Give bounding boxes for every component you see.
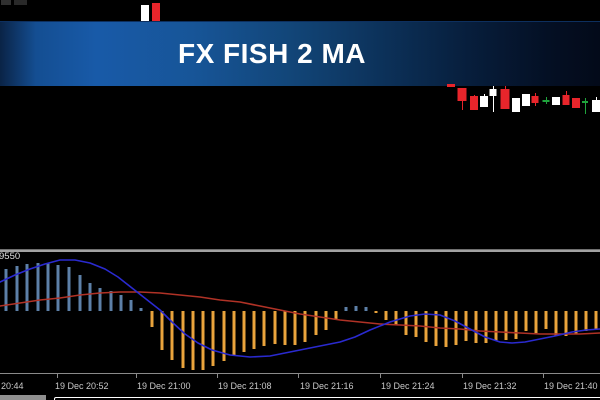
time-tick [298, 374, 299, 378]
time-label: 19 Dec 20:52 [55, 381, 109, 391]
indicator-scale-label: 9550 [0, 251, 21, 262]
time-tick [57, 374, 58, 378]
time-label: 19 Dec 21:24 [381, 381, 435, 391]
time-axis: 20:44 19 Dec 20:52 19 Dec 21:00 19 Dec 21:0… [0, 373, 600, 393]
candle-down [152, 3, 160, 21]
time-tick [380, 374, 381, 378]
candle-up [592, 100, 600, 112]
time-label: 19 Dec 21:40 [544, 381, 598, 391]
time-tick [462, 374, 463, 378]
candle-down [572, 98, 580, 108]
candle-down [457, 88, 467, 101]
candle-up [141, 5, 149, 21]
candle-up [522, 94, 530, 106]
candle-down [531, 96, 539, 103]
time-tick [136, 374, 137, 378]
candle-down [447, 84, 455, 87]
candle-up [552, 97, 560, 105]
candle-down [470, 96, 478, 110]
fast-ma-line [0, 259, 600, 358]
time-label: 19 Dec 21:16 [300, 381, 354, 391]
time-label: 20:44 [1, 381, 24, 391]
slow-ma-line [0, 291, 600, 335]
banner-title: FX FISH 2 MA [177, 38, 366, 69]
candle-up [480, 96, 488, 107]
candle-up [512, 98, 520, 112]
candle-doji [542, 100, 550, 102]
time-tick [543, 374, 544, 378]
time-axis-line [0, 373, 600, 374]
candle-down [562, 95, 570, 105]
indicator-window-separator[interactable] [0, 249, 600, 252]
time-tick [217, 374, 218, 378]
symbol-watermark-fragment [1, 0, 35, 5]
time-label: 19 Dec 21:08 [218, 381, 272, 391]
indicator-title-banner: FX FISH 2 MA [0, 21, 600, 86]
bottom-tab[interactable] [0, 395, 46, 400]
time-label: 19 Dec 21:00 [137, 381, 191, 391]
candle-up [489, 89, 497, 96]
candle-doji [582, 101, 588, 103]
time-label: 19 Dec 21:32 [463, 381, 517, 391]
candle-down [500, 89, 510, 109]
bottom-panel-edge [54, 397, 600, 400]
